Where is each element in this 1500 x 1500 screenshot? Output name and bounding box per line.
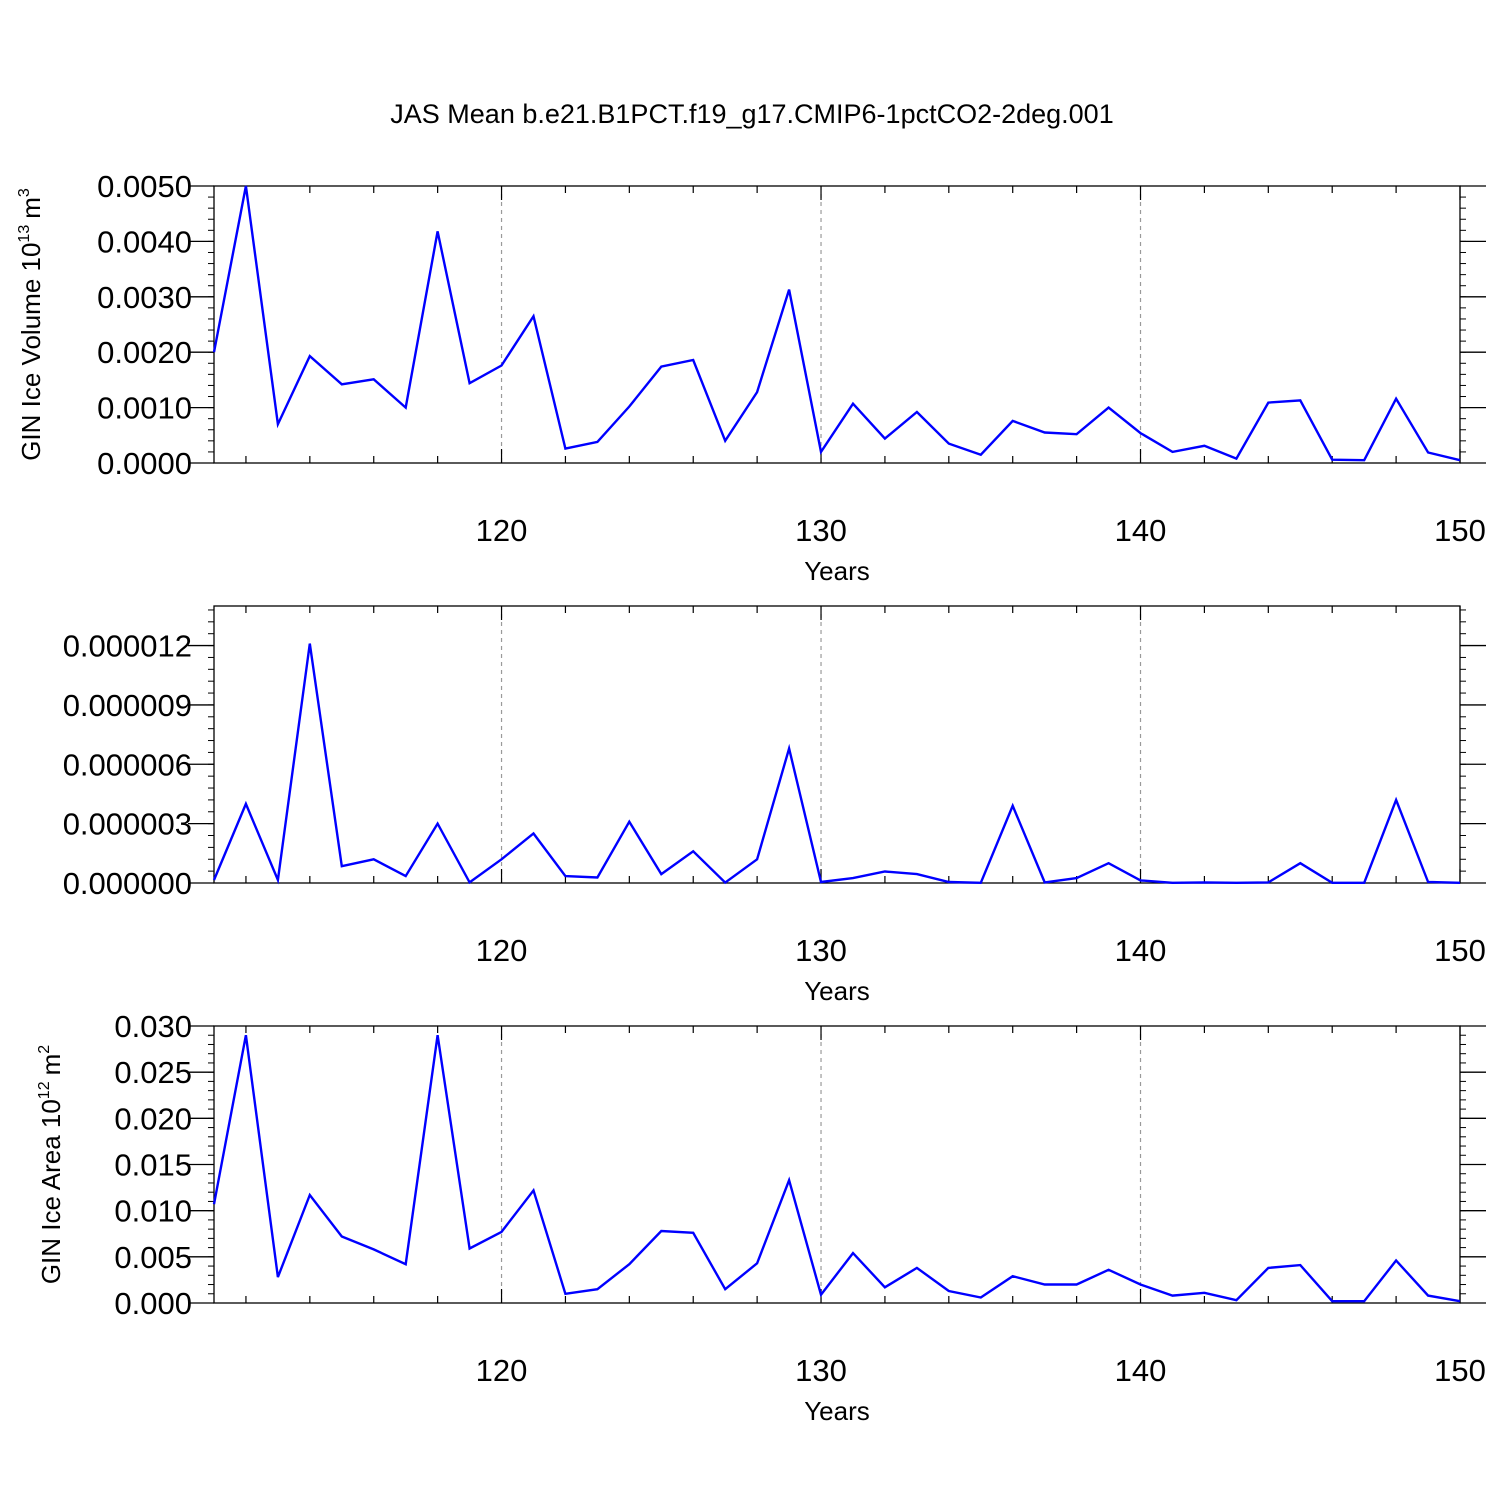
chart-panel-2: 0.000000 0.000003 0.000006 0.000009 0.000012… <box>63 606 1486 1006</box>
x-tick-label: 140 <box>1115 933 1167 968</box>
x-tick-label: 120 <box>476 513 528 548</box>
x-tick-label: 150 <box>1434 513 1486 548</box>
series-line <box>214 1035 1460 1301</box>
y-tick-label: 0.010 <box>114 1194 192 1229</box>
x-axis-label: Years <box>804 976 870 1006</box>
x-tick-label: 130 <box>795 513 847 548</box>
y-axis-label: GIN Ice Area 1012 m2 <box>36 1045 66 1284</box>
y-tick-label: 0.0050 <box>97 169 192 204</box>
x-axis-label: Years <box>804 1396 870 1426</box>
x-tick-label: 150 <box>1434 933 1486 968</box>
x-tick-label: 130 <box>795 1353 847 1388</box>
x-tick-label: 130 <box>795 933 847 968</box>
y-axis-label-text: GIN Ice Volume 10 <box>16 243 46 461</box>
y-tick-label: 0.0020 <box>97 335 192 370</box>
x-tick-label: 120 <box>476 933 528 968</box>
y-tick-label: 0.000 <box>114 1286 192 1321</box>
x-tick-label: 120 <box>476 1353 528 1388</box>
series-line <box>214 186 1460 460</box>
chart-panel-1: 0.0000 0.0010 0.0020 0.0030 0.0040 0.0050 120 1… <box>16 169 1486 586</box>
y-tick-label: 0.000003 <box>63 807 192 842</box>
y-axis-label-unit: m <box>36 1054 66 1076</box>
y-tick-label: 0.000012 <box>63 629 192 664</box>
y-axis-label-unit-exponent: 3 <box>16 188 33 197</box>
y-tick-label: 0.0010 <box>97 391 192 426</box>
figure-title: JAS Mean b.e21.B1PCT.f19_g17.CMIP6-1pctC… <box>390 99 1113 129</box>
y-tick-label: 0.005 <box>114 1240 192 1275</box>
series-line <box>214 644 1460 883</box>
x-tick-label: 140 <box>1115 1353 1167 1388</box>
x-tick-label: 150 <box>1434 1353 1486 1388</box>
y-tick-label: 0.025 <box>114 1055 192 1090</box>
y-tick-label: 0.0000 <box>97 446 192 481</box>
y-axis-label-text: GIN Ice Area 10 <box>36 1099 66 1284</box>
x-axis-label: Years <box>804 556 870 586</box>
x-tick-label: 140 <box>1115 513 1167 548</box>
y-tick-label: 0.020 <box>114 1101 192 1136</box>
y-axis-label-unit-exponent: 2 <box>36 1045 53 1054</box>
plot-frame <box>214 606 1460 883</box>
y-tick-label: 0.015 <box>114 1148 192 1183</box>
y-axis-label-exponent: 13 <box>16 225 33 243</box>
y-tick-label: 0.030 <box>114 1009 192 1044</box>
y-tick-label: 0.000009 <box>63 688 192 723</box>
y-tick-label: 0.000006 <box>63 747 192 782</box>
y-axis-label-unit: m <box>16 197 46 219</box>
y-tick-label: 0.0030 <box>97 280 192 315</box>
plot-frame <box>214 186 1460 463</box>
y-axis-label-exponent: 12 <box>36 1081 53 1099</box>
y-tick-label: 0.000000 <box>63 866 192 901</box>
y-axis-label: GIN Ice Volume 1013 m3 <box>16 188 46 461</box>
y-tick-label: 0.0040 <box>97 224 192 259</box>
chart-panel-3: 0.000 0.005 0.010 0.015 0.020 0.025 0.030 120 13… <box>36 1009 1486 1426</box>
